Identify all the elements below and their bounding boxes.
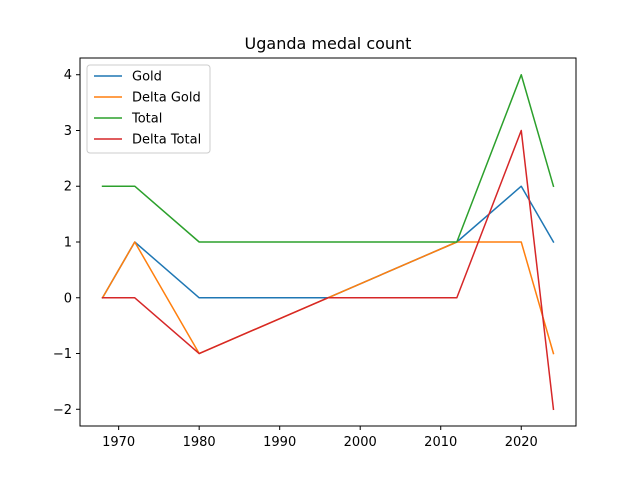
- y-tick-label: 1: [64, 236, 72, 251]
- x-tick-label: 2010: [424, 435, 457, 450]
- series-line-delta-total: [101, 129, 555, 411]
- legend-label-delta-total: Delta Total: [132, 133, 201, 148]
- legend-label-delta-gold: Delta Gold: [132, 91, 201, 106]
- x-tick-label: 2020: [505, 435, 538, 450]
- series-line-total: [101, 73, 555, 243]
- y-tick-label: −2: [53, 403, 72, 418]
- legend-box: [86, 64, 211, 154]
- y-tick-label: −1: [53, 347, 72, 362]
- y-tick-label: 0: [64, 291, 72, 306]
- x-tick-label: 2000: [344, 435, 377, 450]
- y-axis-ticks: −2 −1 0 1 2 3 4: [53, 68, 80, 418]
- legend-label-gold: Gold: [132, 70, 162, 85]
- legend: Gold Delta Gold Total Delta Total: [86, 64, 211, 154]
- x-tick-label: 1990: [263, 435, 296, 450]
- series-lines: [101, 73, 555, 411]
- y-tick-label: 4: [64, 68, 72, 83]
- y-tick-label: 2: [64, 180, 72, 195]
- x-tick-label: 1970: [102, 435, 135, 450]
- y-tick-label: 3: [64, 124, 72, 139]
- plot-frame: [79, 57, 577, 427]
- legend-label-total: Total: [131, 112, 162, 127]
- x-axis-ticks: 1970 1980 1990 2000 2010 2020: [102, 426, 538, 450]
- x-tick-label: 1980: [183, 435, 216, 450]
- chart-title: Uganda medal count: [245, 34, 412, 53]
